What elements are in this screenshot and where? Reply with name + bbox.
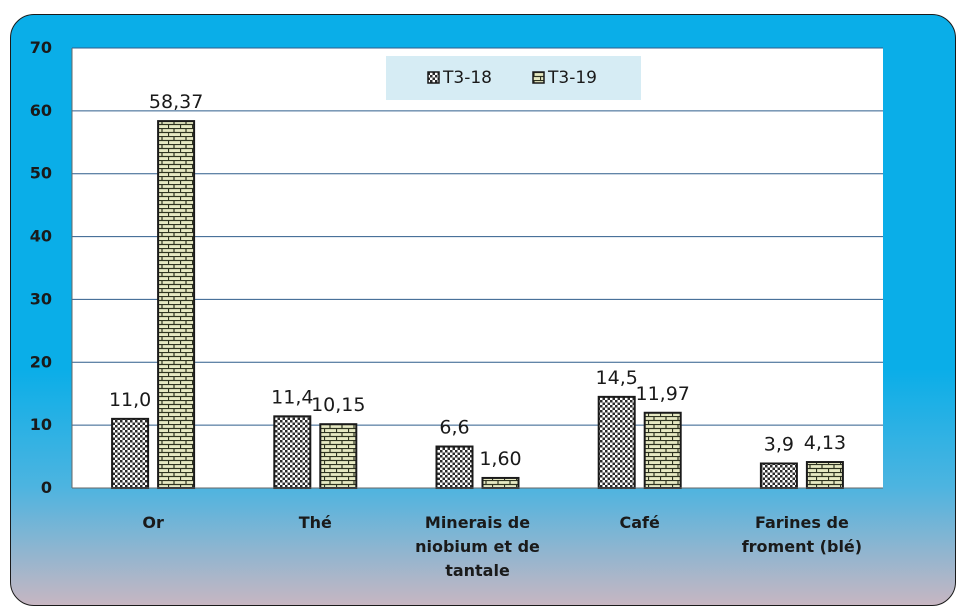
y-tick-label: 10	[30, 415, 52, 434]
y-tick-label: 30	[30, 289, 52, 308]
x-tick-label: froment (blé)	[742, 537, 862, 556]
legend-label: T3-18	[442, 68, 492, 88]
x-tick-label: Minerais de	[425, 513, 530, 532]
data-label: 11,4	[271, 386, 313, 408]
bar-t3-18	[759, 462, 798, 490]
x-tick-label: Thé	[299, 513, 332, 532]
bar-t3-19	[481, 476, 520, 490]
legend-label: T3-19	[547, 68, 597, 88]
y-tick-label: 70	[30, 38, 52, 57]
x-tick-label: Farines de	[755, 513, 849, 532]
y-tick-label: 60	[30, 101, 52, 120]
x-tick-label: Café	[620, 513, 661, 532]
data-label: 6,6	[439, 417, 469, 439]
x-tick-label: Or	[142, 513, 164, 532]
y-tick-label: 0	[41, 478, 52, 497]
plot-area	[72, 48, 883, 488]
legend-swatch-t3-18	[427, 71, 440, 84]
bar-t3-19	[805, 461, 844, 490]
y-tick-label: 50	[30, 164, 52, 183]
bar-t3-18	[435, 445, 474, 489]
data-label: 58,37	[149, 91, 203, 113]
bar-t3-19	[319, 423, 358, 490]
x-tick-label: tantale	[445, 561, 510, 580]
y-tick-label: 40	[30, 227, 52, 246]
data-label: 11,97	[635, 383, 689, 405]
data-label: 11,0	[109, 389, 151, 411]
legend-box	[386, 56, 641, 100]
bar-t3-18	[111, 417, 150, 490]
bar-t3-18	[273, 415, 312, 490]
legend-swatch-t3-19	[532, 71, 545, 84]
bar-t3-19	[157, 120, 196, 490]
bar-t3-18	[597, 395, 636, 490]
y-tick-label: 20	[30, 352, 52, 371]
bar-t3-19	[643, 411, 682, 490]
data-label: 10,15	[311, 394, 365, 416]
data-label: 3,9	[764, 433, 794, 455]
data-label: 4,13	[804, 432, 846, 454]
x-tick-label: niobium et de	[415, 537, 540, 556]
data-label: 14,5	[596, 367, 638, 389]
data-label: 1,60	[479, 448, 521, 470]
